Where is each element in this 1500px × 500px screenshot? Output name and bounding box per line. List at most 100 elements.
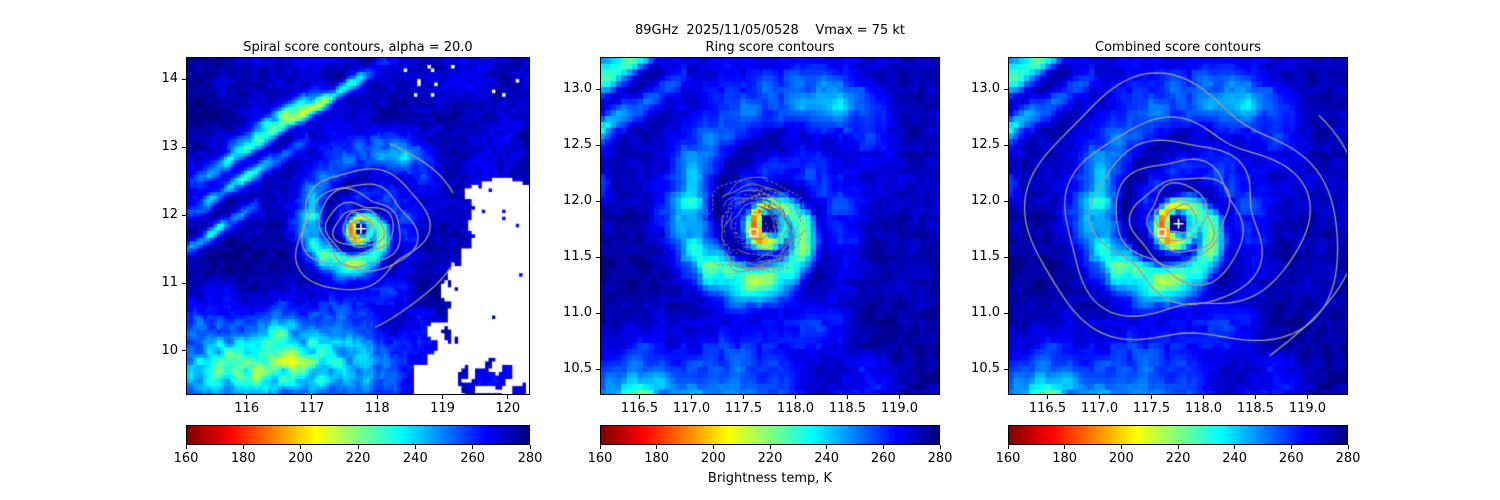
colorbar-tick-label: 280 [1335,451,1361,466]
x-tick-mark [846,395,848,399]
y-tick-label: 11.5 [563,249,592,265]
heatmap-canvas-ring [600,57,940,395]
y-tick-label: 10.5 [971,361,1000,377]
colorbar-tick-mark [656,445,658,449]
x-tick-mark [1306,395,1308,399]
colorbar-tick-label: 240 [402,451,428,466]
colorbar-tick-label: 220 [345,451,371,466]
y-tick-label: 10.5 [563,361,592,377]
colorbar-tick-label: 280 [927,451,953,466]
y-tick-label: 12.0 [971,193,1000,209]
colorbar-tick-mark [826,445,828,449]
colorbar-tick-label: 180 [230,451,256,466]
colorbar-tick-mark [882,445,884,449]
x-tick-label: 118 [364,401,390,416]
x-tick-mark [442,395,444,399]
x-tick-label: 117 [299,401,325,416]
x-tick-mark [898,395,900,399]
colorbar-tick-label: 260 [460,451,486,466]
colorbar-tick-mark [300,445,302,449]
y-tick-mark [182,214,186,216]
colorbar-tick-mark [1120,445,1122,449]
x-tick-mark [794,395,796,399]
colorbar-tick-mark [769,445,771,449]
colorbar-combined [1008,425,1348,445]
y-tick-mark [1004,144,1008,146]
colorbar-tick-label: 260 [1278,451,1304,466]
y-tick-mark [182,282,186,284]
colorbar-tick-label: 220 [1165,451,1191,466]
colorbar-tick-label: 160 [995,451,1021,466]
colorbar-tick-label: 160 [587,451,613,466]
y-tick-mark [182,350,186,352]
y-tick-label: 11 [161,275,178,290]
x-tick-mark [311,395,313,399]
colorbar-tick-label: 200 [700,451,726,466]
colorbar-tick-label: 280 [517,451,543,466]
y-tick-label: 13 [161,139,178,155]
x-tick-label: 118.0 [776,401,815,416]
y-tick-mark [596,88,600,90]
panel-title-ring: Ring score contours [705,40,835,55]
x-tick-label: 117.0 [672,401,711,416]
y-tick-label: 11.5 [971,249,1000,265]
colorbar-tick-label: 200 [288,451,314,466]
colorbar-tick-mark [529,445,531,449]
x-tick-label: 117.5 [1132,401,1171,416]
x-tick-label: 118.5 [828,401,867,416]
colorbar-tick-label: 260 [870,451,896,466]
x-tick-label: 116 [234,401,260,416]
panel-title-combined: Combined score contours [1095,40,1261,55]
y-tick-mark [1004,88,1008,90]
x-tick-mark [1150,395,1152,399]
y-tick-label: 12.5 [563,137,592,153]
y-tick-mark [182,78,186,80]
x-tick-mark [376,395,378,399]
colorbar-tick-mark [1064,445,1066,449]
y-tick-label: 11.0 [971,305,1000,321]
x-tick-label: 119 [430,401,455,416]
x-tick-label: 116.5 [620,401,659,416]
colorbar-tick-mark [357,445,359,449]
y-tick-label: 14 [161,71,178,87]
panel-title-spiral: Spiral score contours, alpha = 20.0 [243,40,473,55]
colorbar-tick-mark [1177,445,1179,449]
y-tick-label: 13.0 [971,81,1000,97]
x-tick-label: 117.0 [1080,401,1119,416]
y-tick-mark [182,146,186,148]
y-tick-mark [596,312,600,314]
y-tick-label: 13.0 [563,81,592,97]
x-tick-label: 118.0 [1184,401,1223,416]
y-tick-mark [596,256,600,258]
x-tick-mark [690,395,692,399]
y-tick-label: 10 [161,342,178,358]
x-tick-mark [1047,395,1048,399]
colorbar-tick-mark [1234,445,1236,449]
colorbar-tick-mark [939,445,941,449]
x-tick-mark [742,395,744,399]
y-tick-mark [1004,256,1008,258]
x-tick-mark [1202,395,1204,399]
colorbar-tick-mark [472,445,474,449]
figure-suptitle: 89GHz 2025/11/05/0528 Vmax = 75 kt [634,23,906,38]
axes-spiral [186,57,530,395]
y-tick-label: 12 [161,207,178,223]
colorbar-tick-mark [1007,445,1009,449]
colorbar-tick-mark [414,445,416,449]
colorbar-tick-mark [1290,445,1292,449]
y-tick-mark [1004,200,1008,202]
colorbar-tick-label: 220 [757,451,783,466]
colorbar-axis-label: Brightness temp, K [707,471,833,486]
x-tick-mark [507,395,509,399]
colorbar-tick-mark [599,445,601,449]
colorbar-tick-label: 240 [1222,451,1248,466]
x-tick-mark [1254,395,1256,399]
colorbar-tick-mark [1347,445,1349,449]
x-tick-mark [246,395,248,399]
heatmap-canvas-spiral [186,57,530,395]
colorbar-ring [600,425,940,445]
y-tick-mark [596,144,600,146]
y-tick-mark [1004,368,1008,370]
x-tick-label: 120 [495,401,521,416]
